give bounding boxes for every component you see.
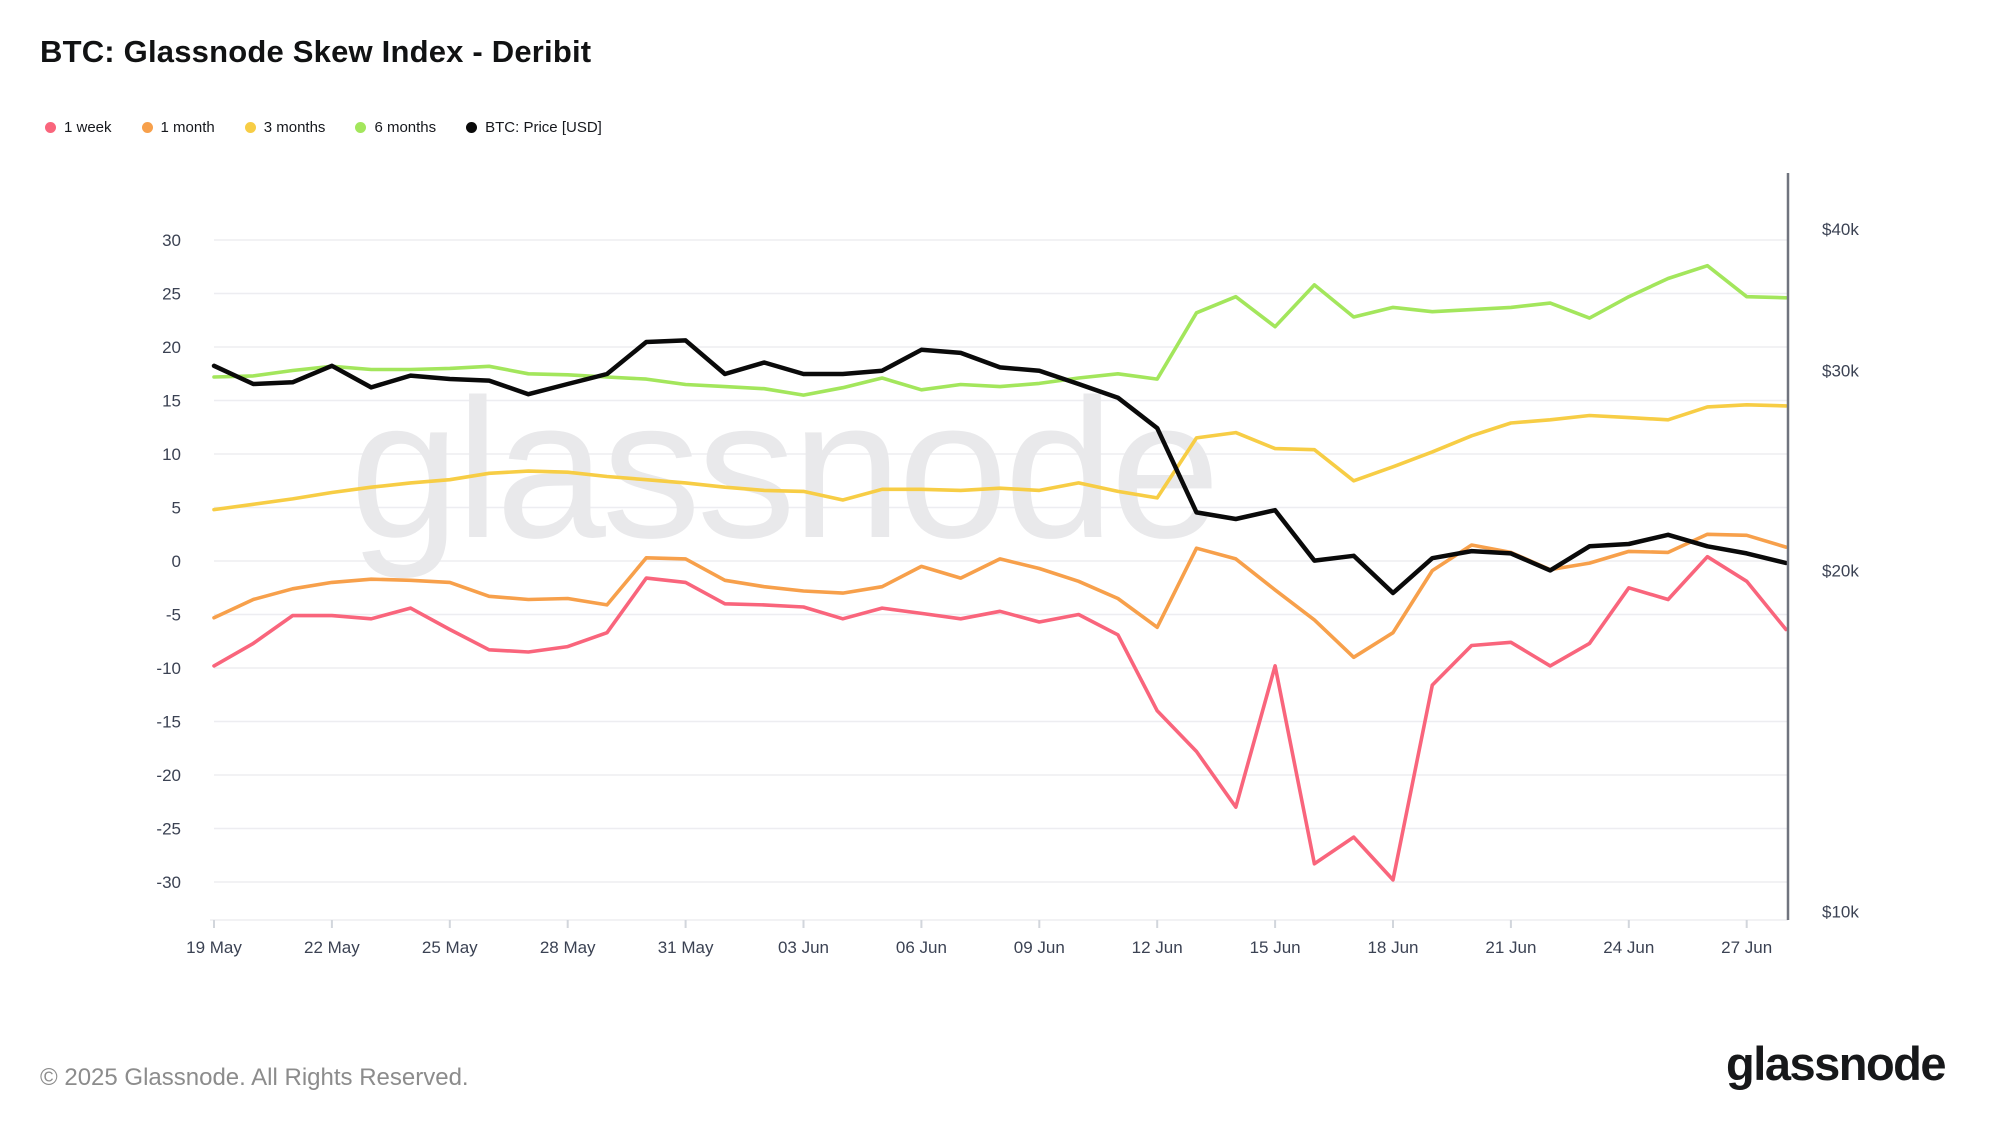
footer-copyright: © 2025 Glassnode. All Rights Reserved. bbox=[40, 1064, 469, 1091]
svg-text:10: 10 bbox=[162, 445, 181, 464]
legend-swatch-icon bbox=[355, 122, 367, 133]
svg-text:18 Jun: 18 Jun bbox=[1367, 938, 1418, 957]
svg-text:22 May: 22 May bbox=[304, 938, 360, 957]
svg-text:25: 25 bbox=[162, 285, 181, 304]
svg-text:0: 0 bbox=[172, 552, 181, 571]
svg-text:15: 15 bbox=[162, 392, 181, 411]
svg-text:$30k: $30k bbox=[1822, 362, 1859, 381]
legend-item-1-week[interactable]: 1 week bbox=[45, 119, 112, 136]
legend-swatch-icon bbox=[466, 122, 478, 133]
svg-text:5: 5 bbox=[172, 499, 181, 518]
legend-item-label: 1 week bbox=[64, 119, 112, 136]
legend-item-label: BTC: Price [USD] bbox=[485, 119, 602, 136]
svg-text:$10k: $10k bbox=[1822, 903, 1859, 922]
legend-item-label: 6 months bbox=[374, 119, 437, 136]
svg-text:25 May: 25 May bbox=[422, 938, 478, 957]
legend-item-label: 1 month bbox=[160, 119, 215, 136]
svg-text:-30: -30 bbox=[156, 873, 181, 892]
svg-text:30: 30 bbox=[162, 231, 181, 250]
svg-text:19 May: 19 May bbox=[186, 938, 242, 957]
legend-item-1-month[interactable]: 1 month bbox=[141, 119, 215, 136]
svg-text:-15: -15 bbox=[156, 713, 181, 732]
skew-index-chart: 30 25 20 15 10 5 0 -5 -10 -15 -20 -25 -30 glassnode 19… bbox=[156, 173, 1859, 957]
chart-canvas: 30 25 20 15 10 5 0 -5 -10 -15 -20 -25 -30 glassnode 19… bbox=[156, 173, 1859, 957]
svg-text:03 Jun: 03 Jun bbox=[778, 938, 829, 957]
svg-text:$20k: $20k bbox=[1822, 561, 1859, 580]
legend-item-btc-price-usd-[interactable]: BTC: Price [USD] bbox=[466, 119, 602, 136]
legend-swatch-icon bbox=[141, 122, 153, 133]
svg-text:27 Jun: 27 Jun bbox=[1721, 938, 1772, 957]
svg-text:12 Jun: 12 Jun bbox=[1132, 938, 1183, 957]
legend-swatch-icon bbox=[45, 122, 56, 133]
svg-text:20: 20 bbox=[162, 338, 181, 357]
svg-text:24 Jun: 24 Jun bbox=[1603, 938, 1654, 957]
svg-text:09 Jun: 09 Jun bbox=[1014, 938, 1065, 957]
legend-item-6-months[interactable]: 6 months bbox=[355, 119, 436, 136]
svg-text:-5: -5 bbox=[166, 606, 181, 625]
svg-text:21 Jun: 21 Jun bbox=[1485, 938, 1536, 957]
legend-item-3-months[interactable]: 3 months bbox=[244, 119, 326, 136]
svg-text:15 Jun: 15 Jun bbox=[1250, 938, 1301, 957]
svg-text:31 May: 31 May bbox=[658, 938, 714, 957]
svg-text:glassnode: glassnode bbox=[350, 358, 1217, 579]
svg-text:-20: -20 bbox=[156, 766, 181, 785]
legend-item-label: 3 months bbox=[263, 119, 326, 136]
svg-text:-10: -10 bbox=[156, 659, 181, 678]
page-title: BTC: Glassnode Skew Index - Deribit bbox=[40, 34, 592, 69]
svg-text:$40k: $40k bbox=[1822, 220, 1859, 239]
svg-text:28 May: 28 May bbox=[540, 938, 596, 957]
legend-swatch-icon bbox=[244, 122, 256, 133]
glassnode-logo[interactable]: glassnode bbox=[1726, 1037, 1946, 1090]
chart-legend: 1 week 1 month 3 months 6 months BTC: Price … bbox=[45, 119, 602, 136]
svg-text:06 Jun: 06 Jun bbox=[896, 938, 947, 957]
svg-text:-25: -25 bbox=[156, 820, 181, 839]
